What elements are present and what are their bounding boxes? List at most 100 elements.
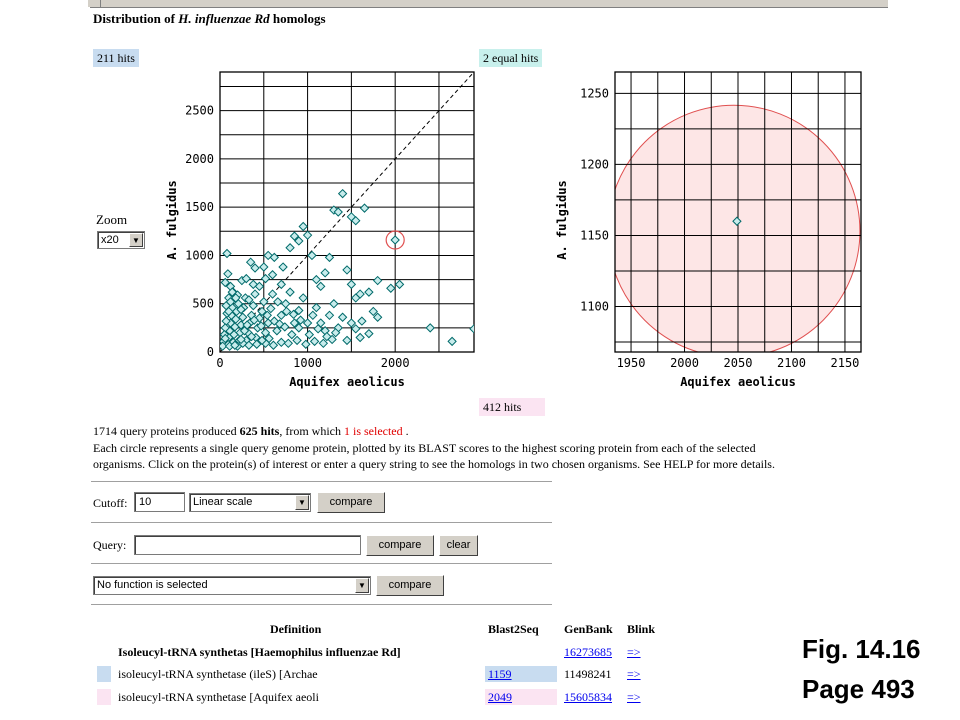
data-point[interactable] [355, 332, 365, 343]
genbank-link[interactable]: 15605834 [564, 690, 612, 704]
data-point[interactable] [311, 302, 322, 313]
data-point[interactable] [342, 265, 352, 275]
data-point[interactable] [307, 250, 317, 261]
data-point[interactable] [236, 304, 246, 315]
data-point[interactable] [330, 327, 341, 338]
data-point[interactable] [308, 310, 318, 321]
data-point[interactable] [242, 320, 252, 330]
data-point[interactable] [351, 324, 361, 334]
data-point[interactable] [264, 333, 274, 344]
blink-link[interactable]: => [627, 645, 641, 659]
data-point[interactable] [311, 274, 322, 285]
data-point[interactable] [346, 279, 357, 290]
data-point[interactable] [732, 216, 742, 226]
main-scatter-plot[interactable]: 0 1000 2000 0 500 1000 1500 2000 2500 Aquifex a… [150, 60, 495, 400]
data-point[interactable] [425, 323, 435, 333]
data-point[interactable] [320, 268, 330, 278]
data-point[interactable] [316, 281, 326, 292]
data-point[interactable] [346, 318, 357, 328]
data-point[interactable] [248, 300, 258, 311]
data-point[interactable] [268, 340, 279, 350]
data-point[interactable] [289, 231, 300, 241]
data-point[interactable] [292, 335, 302, 346]
data-point[interactable] [244, 295, 254, 305]
blast2seq-link[interactable]: 2049 [488, 690, 512, 704]
data-point[interactable] [337, 312, 348, 322]
data-point[interactable] [318, 338, 329, 349]
data-point[interactable] [285, 287, 295, 297]
data-point[interactable] [257, 335, 267, 346]
data-point[interactable] [302, 318, 313, 328]
data-point[interactable] [280, 299, 291, 309]
data-point[interactable] [241, 273, 251, 284]
cutoff-input[interactable]: 10 [134, 492, 185, 512]
data-point[interactable] [294, 305, 304, 316]
selected-count[interactable]: 1 is selected [343, 424, 403, 438]
data-point[interactable] [260, 327, 271, 338]
data-point[interactable] [294, 323, 304, 333]
data-point[interactable] [222, 248, 232, 259]
data-point[interactable] [337, 188, 348, 199]
data-point[interactable] [324, 252, 335, 263]
data-point[interactable] [313, 324, 323, 334]
data-point[interactable] [274, 319, 285, 329]
data-point[interactable] [285, 243, 295, 253]
data-point[interactable] [329, 299, 339, 309]
genbank-link[interactable]: 16273685 [564, 645, 612, 659]
data-point[interactable] [246, 331, 257, 342]
data-point[interactable] [256, 321, 266, 331]
data-point[interactable] [309, 336, 320, 347]
data-point[interactable] [267, 289, 278, 299]
scale-select[interactable]: Linear scale ▼ [189, 493, 311, 512]
data-point[interactable] [221, 300, 231, 311]
data-point[interactable] [298, 293, 308, 303]
compare-button-function[interactable]: compare [376, 575, 444, 596]
window-top-button[interactable] [88, 0, 101, 7]
data-point[interactable] [298, 221, 308, 232]
data-point[interactable] [322, 331, 332, 342]
data-point[interactable] [289, 318, 300, 328]
data-point[interactable] [269, 252, 280, 263]
data-point[interactable] [244, 340, 254, 350]
compare-button-cutoff[interactable]: compare [317, 492, 385, 513]
data-point[interactable] [295, 315, 306, 325]
data-point[interactable] [236, 334, 246, 345]
data-point[interactable] [248, 279, 258, 290]
data-point[interactable] [252, 339, 262, 349]
data-point[interactable] [223, 269, 233, 279]
query-input[interactable] [134, 535, 361, 555]
data-point[interactable] [283, 338, 294, 349]
data-point[interactable] [469, 324, 478, 334]
function-select[interactable]: No function is selected ▼ [93, 576, 371, 595]
data-point[interactable] [342, 335, 352, 346]
data-point[interactable] [230, 340, 240, 350]
data-point[interactable] [262, 310, 273, 321]
data-point[interactable] [304, 329, 315, 340]
data-point[interactable] [219, 341, 228, 351]
data-point[interactable] [259, 262, 269, 272]
data-point[interactable] [333, 207, 343, 217]
data-point[interactable] [394, 279, 405, 290]
data-point[interactable] [259, 297, 269, 307]
data-point[interactable] [355, 289, 365, 299]
data-point[interactable] [288, 309, 299, 320]
zoom-select[interactable]: x20 ▼ [97, 231, 145, 249]
data-point[interactable] [250, 263, 260, 273]
data-point[interactable] [372, 275, 383, 286]
data-point[interactable] [364, 328, 374, 339]
data-point[interactable] [267, 270, 278, 280]
data-point[interactable] [250, 289, 260, 299]
data-point[interactable] [276, 310, 287, 321]
data-point[interactable] [301, 339, 311, 349]
data-point[interactable] [220, 333, 230, 344]
data-point[interactable] [390, 235, 400, 245]
data-point[interactable] [227, 287, 237, 297]
data-point[interactable] [245, 257, 256, 267]
blink-link[interactable]: => [627, 667, 641, 681]
blink-link[interactable]: => [627, 690, 641, 704]
data-point[interactable] [260, 273, 271, 284]
data-point[interactable] [276, 337, 287, 348]
data-point[interactable] [372, 312, 383, 322]
compare-button-query[interactable]: compare [366, 535, 434, 556]
data-point[interactable] [231, 293, 241, 303]
